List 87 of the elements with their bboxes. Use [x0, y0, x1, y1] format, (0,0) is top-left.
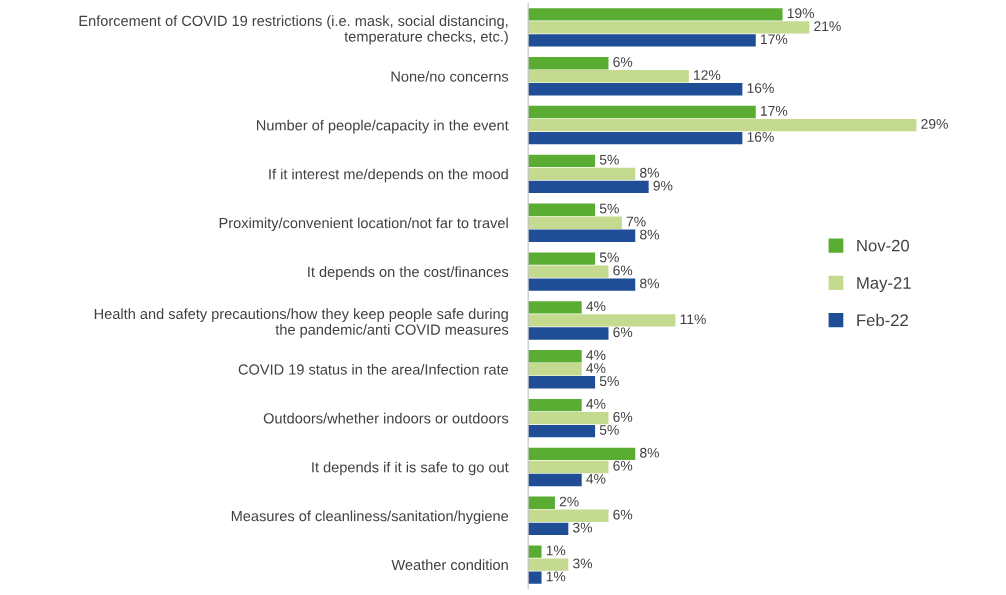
data-label: 8%: [640, 167, 660, 178]
y-tick-label: Number of people/capacity in the event: [256, 119, 509, 134]
bar: [528, 496, 555, 509]
bar: [528, 447, 636, 461]
data-label: 5%: [599, 203, 619, 214]
y-tick-label: Outdoors/whether indoors or outdoors: [263, 412, 509, 424]
data-label: 17%: [760, 106, 788, 116]
bar: [528, 327, 609, 340]
data-label: 4%: [586, 363, 606, 373]
bar: [528, 558, 569, 571]
data-label: 3%: [573, 522, 593, 533]
bar: [528, 473, 582, 487]
bar: [528, 8, 783, 21]
bar: [528, 57, 609, 70]
bar: [528, 571, 542, 584]
bar: [528, 278, 636, 291]
y-tick-label: Proximity/convenient location/not far to travel: [219, 217, 508, 232]
y-tick-label: It depends if it is safe to go out: [312, 461, 509, 476]
bar: [528, 216, 622, 229]
data-label: 16%: [747, 131, 774, 142]
data-label: 4%: [586, 350, 606, 360]
bar: [528, 314, 676, 327]
legend-label: Nov-20: [857, 239, 910, 252]
data-label: 7%: [626, 216, 646, 227]
y-tick-label: Measures of cleanliness/sanitation/hygiene: [231, 510, 509, 525]
bar: [528, 21, 810, 34]
bar: [528, 350, 582, 363]
bar: [528, 70, 689, 83]
data-label: 1%: [546, 545, 566, 556]
data-label: 6%: [613, 460, 633, 471]
data-label: 5%: [599, 425, 619, 435]
bar: [528, 545, 542, 558]
y-tick-label: Weather condition: [391, 559, 508, 571]
bar: [528, 203, 596, 216]
bar: [528, 509, 609, 522]
data-label: 4%: [586, 473, 606, 484]
data-label: 12%: [694, 70, 721, 80]
bar: [528, 180, 649, 194]
data-label: 1%: [546, 571, 566, 582]
data-label: 8%: [640, 229, 660, 240]
data-label: 8%: [640, 447, 660, 458]
data-label: 16%: [747, 83, 774, 93]
data-label: 19%: [787, 8, 815, 19]
data-label: 8%: [640, 278, 660, 289]
bar: [528, 411, 609, 425]
y-tick-label: It depends on the cost/finances: [308, 266, 509, 280]
data-label: 6%: [613, 327, 633, 338]
legend-label: May-21: [857, 277, 911, 293]
bar: [528, 424, 596, 438]
bar: [528, 460, 609, 474]
data-label: 2%: [559, 496, 579, 507]
y-tick-label: Health and safety precautions/how they keep people safe during the pandemic/anti COVID measures: [94, 308, 509, 338]
bar: [528, 252, 596, 265]
bar: [528, 83, 743, 96]
data-label: 6%: [613, 509, 633, 520]
data-label: 3%: [573, 558, 593, 569]
legend-label: Feb-22: [857, 313, 908, 327]
data-label: 5%: [599, 252, 619, 263]
data-label: 6%: [613, 57, 633, 67]
data-label: 11%: [680, 314, 706, 325]
bar: [528, 118, 917, 132]
y-tick-label: None/no concerns: [391, 70, 509, 82]
data-label: 6%: [613, 412, 633, 422]
bar: [528, 229, 636, 242]
bar: [528, 131, 743, 145]
data-label: 17%: [760, 34, 788, 45]
bar: [528, 265, 609, 278]
bar: [528, 34, 756, 47]
bar: [528, 363, 582, 376]
y-tick-label: If it interest me/depends on the mood: [269, 168, 508, 183]
bar: [528, 301, 582, 314]
data-label: 9%: [653, 180, 673, 191]
bar: [528, 105, 756, 119]
data-label: 5%: [599, 154, 619, 165]
bar: [528, 398, 582, 412]
data-label: 21%: [814, 21, 841, 32]
data-label: 4%: [586, 301, 606, 312]
bar: [528, 522, 569, 535]
data-label: 6%: [613, 265, 633, 276]
bar: [528, 376, 596, 389]
bar: [528, 154, 596, 168]
y-tick-label: COVID 19 status in the area/Infection rate: [238, 363, 509, 375]
data-label: 4%: [586, 399, 606, 409]
data-label: 5%: [599, 376, 619, 387]
bar: [528, 167, 636, 181]
y-tick-label: Enforcement of COVID 19 restrictions (i.e. mask, social distancing, temperature checks, etc.): [79, 15, 508, 45]
data-label: 29%: [921, 118, 948, 129]
